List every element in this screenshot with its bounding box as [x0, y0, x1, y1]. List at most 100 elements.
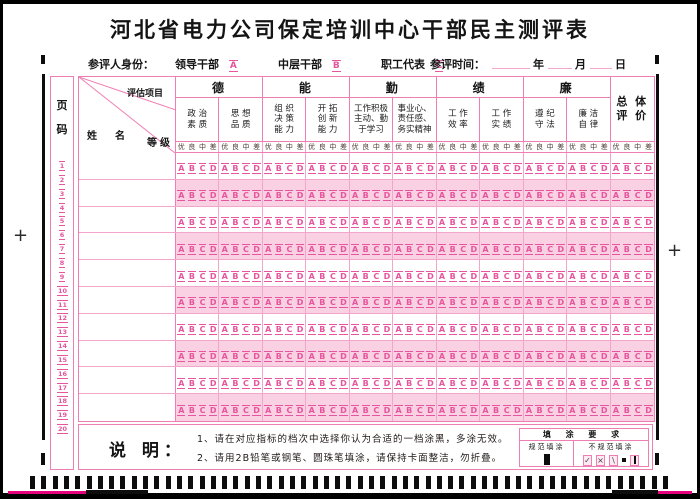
- bubble-b[interactable]: B: [405, 297, 414, 309]
- bubble-d[interactable]: D: [644, 190, 653, 202]
- bubble-a[interactable]: A: [611, 297, 621, 309]
- bubble-c[interactable]: C: [546, 377, 555, 389]
- bubble-d[interactable]: D: [556, 377, 566, 389]
- bubble-d[interactable]: D: [382, 405, 392, 417]
- bubble-d[interactable]: D: [426, 243, 435, 255]
- bubble-b[interactable]: B: [535, 270, 544, 282]
- year-blank[interactable]: [492, 67, 530, 69]
- bubble-b[interactable]: B: [318, 377, 327, 389]
- bubble-c[interactable]: C: [372, 270, 381, 282]
- bubble-a[interactable]: A: [307, 163, 316, 175]
- bubble-a[interactable]: A: [568, 350, 577, 362]
- bubble-b[interactable]: B: [187, 324, 196, 336]
- bubble-a[interactable]: A: [177, 216, 186, 228]
- bubble-a[interactable]: A: [177, 350, 186, 362]
- bubble-a[interactable]: A: [351, 350, 360, 362]
- bubble-c[interactable]: C: [502, 377, 511, 389]
- bubble-b[interactable]: B: [535, 190, 544, 202]
- day-blank[interactable]: [590, 67, 612, 69]
- bubble-c[interactable]: C: [459, 297, 468, 309]
- bubble-c[interactable]: C: [328, 216, 337, 228]
- bubble-d[interactable]: D: [382, 270, 392, 282]
- bubble-a[interactable]: A: [177, 405, 186, 417]
- bubble-b[interactable]: B: [318, 324, 327, 336]
- bubble-b[interactable]: B: [578, 216, 588, 228]
- bubble-d[interactable]: D: [208, 405, 218, 417]
- bubble-d[interactable]: D: [469, 216, 479, 228]
- bubble-c[interactable]: C: [589, 377, 598, 389]
- bubble-b[interactable]: B: [187, 270, 196, 282]
- bubble-d[interactable]: D: [295, 297, 305, 309]
- bubble-c[interactable]: C: [198, 163, 207, 175]
- bubble-d[interactable]: D: [469, 377, 479, 389]
- bubble-d[interactable]: D: [599, 377, 609, 389]
- bubble-d[interactable]: D: [512, 190, 522, 202]
- bubble-b[interactable]: B: [535, 216, 544, 228]
- bubble-d[interactable]: D: [252, 190, 261, 202]
- bubble-a[interactable]: A: [394, 163, 403, 175]
- bubble-c[interactable]: C: [328, 350, 337, 362]
- bubble-c[interactable]: C: [415, 190, 424, 202]
- page-number-bubble[interactable]: 1: [58, 161, 66, 171]
- bubble-d[interactable]: D: [469, 270, 479, 282]
- bubble-b[interactable]: B: [578, 377, 588, 389]
- bubble-c[interactable]: C: [372, 297, 381, 309]
- bubble-b[interactable]: B: [231, 350, 240, 362]
- page-number-bubble[interactable]: 5: [58, 216, 66, 227]
- bubble-a[interactable]: A: [524, 190, 534, 202]
- bubble-c[interactable]: C: [242, 163, 250, 175]
- bubble-b[interactable]: B: [318, 216, 327, 228]
- bubble-b[interactable]: B: [535, 297, 544, 309]
- bubble-d[interactable]: D: [469, 324, 479, 336]
- bubble-b[interactable]: B: [361, 190, 370, 202]
- bubble-a[interactable]: A: [437, 324, 447, 336]
- bubble-a[interactable]: A: [481, 350, 490, 362]
- page-number-bubble[interactable]: 8: [58, 257, 66, 268]
- bubble-b[interactable]: B: [187, 216, 196, 228]
- bubble-b[interactable]: B: [535, 163, 544, 175]
- bubble-a[interactable]: A: [481, 324, 490, 336]
- page-number-bubble[interactable]: 14: [57, 341, 69, 352]
- bubble-a[interactable]: A: [568, 163, 577, 175]
- bubble-d[interactable]: D: [295, 270, 305, 282]
- bubble-c[interactable]: C: [459, 270, 468, 282]
- page-number-bubble[interactable]: 4: [58, 202, 66, 213]
- bubble-a[interactable]: A: [307, 350, 316, 362]
- bubble-c[interactable]: C: [546, 270, 555, 282]
- bubble-a[interactable]: A: [220, 243, 229, 255]
- bubble-b[interactable]: B: [578, 324, 588, 336]
- bubble-d[interactable]: D: [252, 243, 261, 255]
- page-number-bubble[interactable]: 3: [58, 188, 66, 199]
- bubble-b[interactable]: B: [448, 377, 457, 389]
- bubble-c[interactable]: C: [502, 297, 511, 309]
- bubble-b[interactable]: B: [231, 377, 240, 389]
- bubble-a[interactable]: A: [524, 350, 534, 362]
- bubble-a[interactable]: A: [437, 377, 447, 389]
- bubble-b[interactable]: B: [318, 297, 327, 309]
- bubble-b[interactable]: B: [405, 216, 414, 228]
- bubble-c[interactable]: C: [328, 190, 337, 202]
- bubble-a[interactable]: A: [524, 377, 534, 389]
- bubble-b[interactable]: B: [405, 190, 414, 202]
- bubble-a[interactable]: A: [307, 270, 316, 282]
- bubble-c[interactable]: C: [546, 297, 555, 309]
- bubble-d[interactable]: D: [556, 297, 566, 309]
- bubble-d[interactable]: D: [208, 163, 218, 175]
- bubble-a[interactable]: A: [481, 190, 490, 202]
- bubble-b[interactable]: B: [318, 270, 327, 282]
- bubble-b[interactable]: B: [405, 405, 414, 417]
- bubble-d[interactable]: D: [208, 190, 218, 202]
- bubble-c[interactable]: C: [415, 243, 424, 255]
- bubble-a[interactable]: A: [264, 377, 273, 389]
- bubble-a[interactable]: A: [568, 243, 577, 255]
- bubble-b[interactable]: B: [578, 243, 588, 255]
- bubble-b[interactable]: B: [448, 190, 457, 202]
- bubble-c[interactable]: C: [285, 405, 294, 417]
- bubble-d[interactable]: D: [295, 405, 305, 417]
- bubble-a[interactable]: A: [264, 324, 273, 336]
- bubble-a[interactable]: A: [307, 190, 316, 202]
- bubble-a[interactable]: A: [394, 405, 403, 417]
- bubble-d[interactable]: D: [556, 190, 566, 202]
- bubble-d[interactable]: D: [599, 243, 609, 255]
- bubble-b[interactable]: B: [622, 243, 631, 255]
